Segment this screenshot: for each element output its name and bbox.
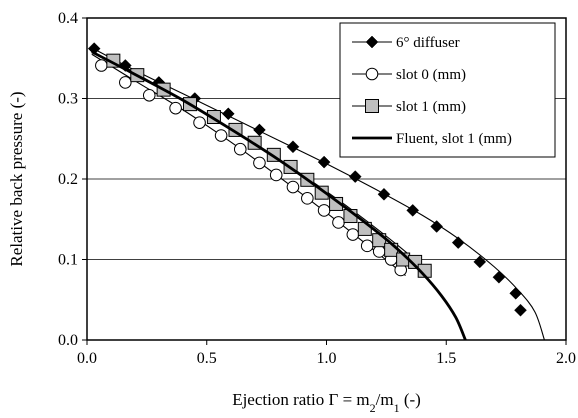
data-point: [119, 76, 132, 89]
series-line: [91, 50, 467, 341]
data-point: [95, 59, 108, 72]
legend-label: slot 1 (mm): [396, 99, 466, 115]
data-point: [317, 204, 331, 217]
data-point: [142, 88, 156, 102]
legend-entry: slot 0 (mm): [352, 67, 466, 83]
x-tick-label: 1.5: [436, 350, 456, 367]
data-point: [372, 245, 386, 258]
x-tick-label: 0.0: [77, 350, 97, 367]
series-3: [91, 50, 467, 341]
y-axis-label: Relative back pressure (-): [7, 91, 26, 266]
x-tick-label: 1.0: [317, 350, 337, 367]
legend-box: [339, 22, 556, 158]
legend-entry: slot 1 (mm): [352, 99, 466, 115]
series-layer: [87, 42, 545, 341]
y-tick-label: 0.3: [58, 91, 78, 108]
legend: 6° diffuser slot 0 (mm) slot 1 (mm) Fluent,…: [339, 22, 556, 158]
y-tick-label: 0.0: [58, 332, 78, 349]
legend-marker: [365, 35, 379, 49]
data-point: [314, 185, 329, 200]
data-point: [317, 155, 331, 169]
data-point: [286, 180, 300, 194]
data-point: [332, 216, 345, 229]
data-point: [346, 228, 360, 241]
data-point: [233, 142, 247, 156]
x-axis-label: Ejection ratio Γ = m2/m1 (-): [232, 390, 421, 415]
legend-marker: [365, 99, 379, 113]
legend-marker: [365, 67, 379, 81]
legend-label: 6° diffuser: [396, 35, 460, 51]
data-point: [301, 192, 314, 205]
data-point: [269, 168, 283, 182]
x-tick-label: 2.0: [556, 350, 576, 367]
data-point: [492, 270, 506, 284]
legend-label: Fluent, slot 1 (mm): [396, 131, 512, 147]
data-point: [451, 236, 465, 249]
y-tick-label: 0.1: [58, 252, 78, 269]
data-point: [430, 220, 444, 233]
data-point: [406, 204, 420, 217]
data-point: [221, 107, 235, 121]
series-1: [91, 53, 408, 277]
data-point: [214, 129, 228, 142]
data-point: [514, 303, 527, 317]
legend-label: slot 0 (mm): [396, 67, 466, 83]
legend-entry: Fluent, slot 1 (mm): [352, 131, 512, 147]
data-point: [253, 123, 266, 137]
data-point: [348, 170, 362, 183]
data-point: [193, 116, 206, 129]
data-point: [253, 156, 266, 170]
legend-entry: 6° diffuser: [352, 35, 460, 51]
data-point: [509, 286, 523, 300]
y-tick-label: 0.2: [58, 171, 78, 188]
y-tick-label: 0.4: [58, 10, 78, 27]
data-point: [286, 140, 300, 154]
axis-ticks: 0.0 0.1 0.2 0.3 0.4 0.0 0.5 1.0 1.5 2.0: [58, 10, 576, 367]
data-point: [360, 239, 374, 253]
x-tick-label: 0.5: [197, 350, 217, 367]
data-point: [473, 255, 487, 269]
data-point: [377, 187, 391, 201]
data-point: [169, 101, 182, 115]
